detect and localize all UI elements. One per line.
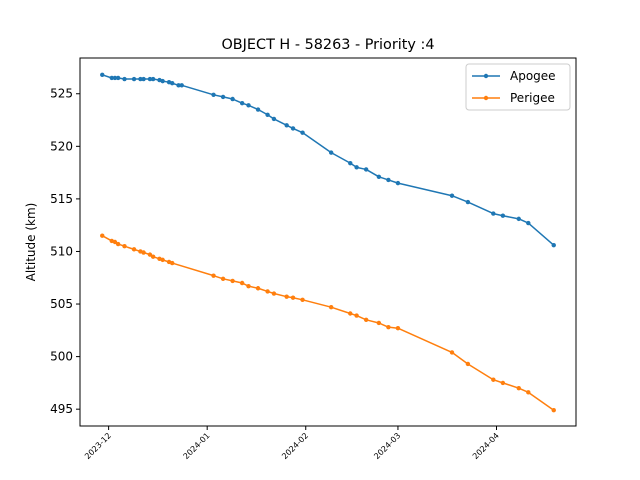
apogee-point <box>300 130 305 135</box>
y-tick-label: 510 <box>50 244 73 258</box>
y-axis: 495 500 505 510 515 520 525 <box>50 87 80 416</box>
y-tick-label: 495 <box>50 402 73 416</box>
plot-area-frame <box>79 57 577 427</box>
perigee-point <box>265 289 270 294</box>
perigee-point <box>386 324 391 330</box>
perigee-point <box>170 260 175 266</box>
apogee-point <box>290 126 296 131</box>
perigee-point <box>122 244 127 249</box>
perigee-point <box>395 326 401 331</box>
perigee-point <box>348 311 353 316</box>
apogee-series <box>100 72 556 248</box>
perigee-point <box>449 350 455 355</box>
apogee-point <box>354 165 359 170</box>
perigee-point <box>354 313 359 318</box>
perigee-point <box>211 273 216 278</box>
apogee-point <box>112 75 118 81</box>
perigee-point <box>271 291 277 296</box>
perigee-point <box>526 390 531 395</box>
apogee-point <box>150 76 156 82</box>
legend-marker-apogee <box>483 73 489 79</box>
perigee-point <box>300 297 305 303</box>
apogee-point <box>115 75 121 81</box>
perigee-point <box>465 361 471 367</box>
y-tick-label: 515 <box>50 192 73 206</box>
apogee-point <box>246 103 251 108</box>
apogee-point <box>271 116 277 122</box>
apogee-point <box>449 193 455 198</box>
perigee-point <box>141 250 146 255</box>
apogee-point <box>465 199 471 205</box>
apogee-point <box>551 242 556 248</box>
apogee-point <box>386 177 391 183</box>
legend: Apogee Perigee <box>465 63 571 111</box>
apogee-point <box>176 83 181 88</box>
perigee-point <box>516 385 521 391</box>
perigee-point <box>160 257 165 263</box>
perigee-point <box>115 241 121 247</box>
apogee-point <box>147 76 153 82</box>
apogee-point <box>526 220 531 226</box>
apogee-point <box>230 96 235 102</box>
y-tick-label: 505 <box>50 297 73 311</box>
apogee-point <box>284 123 289 128</box>
apogee-point <box>500 213 506 218</box>
apogee-point <box>376 174 382 180</box>
apogee-point <box>179 83 184 88</box>
perigee-point <box>255 286 261 291</box>
perigee-point <box>500 380 506 386</box>
plot-content <box>100 72 556 413</box>
perigee-point <box>239 280 245 286</box>
apogee-point <box>109 75 114 81</box>
perigee-point <box>363 317 369 323</box>
apogee-point <box>516 216 521 222</box>
apogee-point <box>395 180 401 186</box>
apogee-point <box>265 112 270 117</box>
apogee-point <box>160 78 165 84</box>
perigee-point <box>112 239 118 245</box>
apogee-point <box>363 167 369 172</box>
apogee-point <box>170 81 175 86</box>
perigee-point <box>328 304 334 310</box>
apogee-point <box>100 72 105 78</box>
legend-label-perigee: Perigee <box>510 91 555 105</box>
perigee-series <box>100 233 556 413</box>
y-axis-label: Altitude (km) <box>24 203 38 282</box>
apogee-point <box>122 76 127 82</box>
perigee-point <box>376 320 382 326</box>
perigee-point <box>491 377 496 382</box>
apogee-point <box>131 76 137 82</box>
apogee-point <box>211 92 216 98</box>
legend-label-apogee: Apogee <box>510 69 556 83</box>
perigee-point <box>246 283 251 289</box>
perigee-point <box>551 408 556 413</box>
apogee-point <box>328 150 334 155</box>
perigee-point <box>150 254 156 259</box>
legend-marker-perigee <box>483 95 489 101</box>
y-tick-label: 500 <box>50 350 73 364</box>
apogee-point <box>138 76 143 82</box>
apogee-point <box>220 94 226 100</box>
perigee-point <box>147 252 153 257</box>
perigee-point <box>100 233 105 238</box>
perigee-point <box>230 278 235 284</box>
perigee-point <box>220 276 226 281</box>
y-tick-label: 525 <box>50 87 73 101</box>
apogee-point <box>141 76 146 82</box>
apogee-point <box>255 107 261 112</box>
apogee-point <box>348 160 353 166</box>
chart-title: OBJECT H - 58263 - Priority :4 <box>221 37 434 53</box>
apogee-point <box>491 211 496 216</box>
perigee-point <box>131 247 137 252</box>
perigee-point <box>284 294 289 299</box>
apogee-point <box>239 101 245 106</box>
perigee-point <box>290 295 296 300</box>
y-tick-label: 520 <box>50 139 73 153</box>
